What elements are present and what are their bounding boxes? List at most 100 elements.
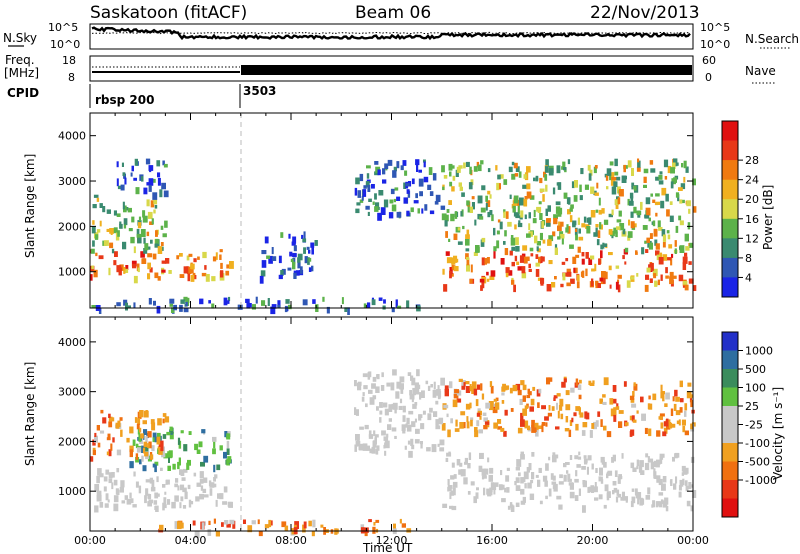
echo-cell xyxy=(402,405,406,413)
echo-cell xyxy=(662,242,666,248)
echo-cell xyxy=(536,426,539,431)
echo-cell xyxy=(632,467,637,472)
echo-cell xyxy=(225,270,230,276)
echo-cell xyxy=(617,284,621,293)
echo-cell xyxy=(363,303,367,308)
echo-cell xyxy=(662,431,667,437)
echo-cell xyxy=(380,385,385,391)
echo-cell xyxy=(448,451,451,455)
echo-cell xyxy=(141,455,144,462)
power-x-ticks xyxy=(89,113,694,308)
echo-cell xyxy=(524,196,528,200)
echo-cell xyxy=(537,402,540,408)
echo-cell xyxy=(649,233,653,239)
echo-cell xyxy=(686,200,691,207)
echo-cell xyxy=(412,387,416,396)
echo-cell xyxy=(610,178,616,186)
echo-cell xyxy=(135,481,139,488)
echo-cell xyxy=(516,459,522,467)
echo-cell xyxy=(146,199,150,207)
echo-cell xyxy=(511,246,516,251)
echo-cell xyxy=(643,184,647,188)
echo-cell xyxy=(675,396,680,402)
echo-cell xyxy=(522,384,527,391)
echo-cell xyxy=(538,201,542,205)
echo-cell xyxy=(679,380,683,388)
echo-cell xyxy=(371,184,375,189)
echo-cell xyxy=(364,424,369,430)
echo-cell xyxy=(558,221,561,226)
echo-cell xyxy=(449,492,452,500)
echo-cell xyxy=(260,270,266,277)
echo-cell xyxy=(674,248,677,254)
echo-cell xyxy=(467,205,470,213)
echo-cell xyxy=(151,486,156,492)
echo-cell xyxy=(545,184,548,192)
echo-cell xyxy=(644,284,649,292)
echo-cell xyxy=(513,212,519,217)
echo-cell xyxy=(447,479,450,486)
echo-cell xyxy=(161,260,167,264)
echo-cell xyxy=(484,258,487,265)
echo-cell xyxy=(678,274,684,282)
echo-cell xyxy=(112,437,115,443)
echo-cell xyxy=(627,235,631,241)
colorbar-swatch xyxy=(722,443,738,462)
echo-cell xyxy=(168,270,172,274)
echo-cell xyxy=(451,186,455,192)
echo-cell xyxy=(556,165,561,174)
echo-cell xyxy=(573,195,578,202)
echo-cell xyxy=(132,504,137,508)
echo-cell xyxy=(287,267,292,271)
echo-cell xyxy=(414,382,419,390)
echo-cell xyxy=(227,501,232,507)
echo-cell xyxy=(652,220,656,227)
y-tick-label: 4000 xyxy=(58,130,86,143)
colorbar-swatch xyxy=(722,238,738,259)
echo-cell xyxy=(372,376,377,382)
echo-cell xyxy=(120,184,125,191)
echo-cell xyxy=(503,241,506,245)
echo-cell xyxy=(465,161,470,167)
echo-cell xyxy=(474,219,477,226)
echo-cell xyxy=(600,456,605,463)
echo-cell xyxy=(557,236,561,240)
echo-cell xyxy=(509,194,512,199)
y-tick-label: 3000 xyxy=(58,175,86,188)
echo-cell xyxy=(562,161,566,167)
echo-cell xyxy=(573,267,576,273)
echo-cell xyxy=(98,473,104,478)
echo-cell xyxy=(581,430,586,436)
echo-cell xyxy=(151,445,155,452)
echo-cell xyxy=(692,490,697,498)
echo-cell xyxy=(550,473,554,480)
echo-cell xyxy=(584,411,588,419)
echo-cell xyxy=(665,267,668,274)
echo-cell xyxy=(470,264,473,273)
echo-cell xyxy=(115,488,119,495)
echo-cell xyxy=(147,211,153,219)
power-echoes xyxy=(90,158,697,315)
echo-cell xyxy=(539,213,543,220)
echo-cell xyxy=(579,195,583,201)
echo-cell xyxy=(546,218,551,226)
echo-cell xyxy=(633,185,637,191)
echo-cell xyxy=(363,385,368,390)
echo-cell xyxy=(545,463,549,471)
echo-cell xyxy=(116,178,119,187)
echo-cell xyxy=(271,304,277,309)
echo-cell xyxy=(598,494,603,500)
echo-cell xyxy=(297,257,301,263)
x-tick-label: 00:00 xyxy=(677,534,709,547)
echo-cell xyxy=(518,472,521,477)
echo-cell xyxy=(405,183,410,187)
echo-cell xyxy=(187,273,191,282)
echo-cell xyxy=(181,477,186,481)
echo-cell xyxy=(527,388,530,394)
echo-cell xyxy=(160,446,164,452)
echo-cell xyxy=(491,214,494,222)
echo-cell xyxy=(493,422,499,429)
echo-cell xyxy=(475,399,479,407)
echo-cell xyxy=(147,501,152,507)
echo-cell xyxy=(420,423,425,430)
